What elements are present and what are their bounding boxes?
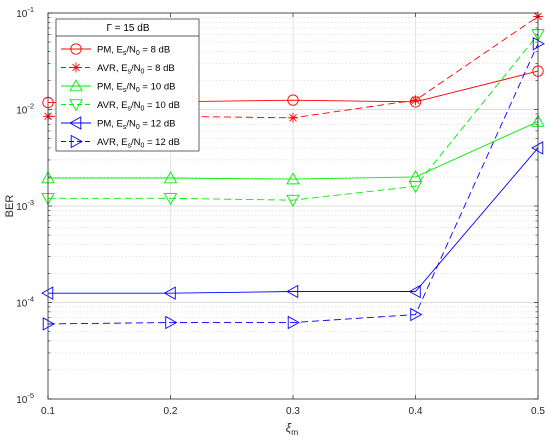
y-axis-label: BER	[4, 195, 16, 218]
legend: Γ = 15 dB PM, Es/N0 = 8 dB AVR, Es/N0 = 8…	[55, 18, 200, 152]
legend-item: PM, Es/N0 = 12 dB	[61, 116, 175, 132]
data-point	[532, 37, 545, 51]
series-line	[47, 43, 539, 325]
x-tick-label: 0.3	[286, 406, 300, 417]
legend-item: PM, Es/N0 = 10 dB	[61, 79, 175, 95]
data-point	[42, 317, 55, 331]
data-point	[163, 193, 178, 206]
legend-item: AVR, Es/N0 = 12 dB	[61, 134, 180, 150]
y-tick-label: 10-1	[16, 5, 34, 20]
data-point	[410, 307, 423, 322]
legend-item: AVR, Es/N0 = 8 dB	[61, 62, 175, 76]
legend-label: PM, Es/N0 = 12 dB	[97, 119, 175, 132]
series-line	[48, 34, 539, 201]
legend-marker	[70, 134, 83, 149]
y-tick-label: 10-5	[16, 391, 34, 406]
legend-label: AVR, Es/N0 = 12 dB	[97, 137, 180, 150]
series-line	[48, 121, 539, 180]
x-tick-label: 0.4	[409, 406, 423, 417]
y-tick-label: 10-2	[16, 102, 34, 117]
series-4	[41, 29, 545, 208]
data-point	[286, 194, 300, 208]
data-point	[41, 286, 54, 300]
data-point	[163, 286, 176, 300]
x-axis-label-sub: m	[291, 427, 298, 437]
data-point	[287, 94, 299, 106]
legend-marker	[71, 62, 81, 73]
legend-label: AVR, Es/N0 = 10 dB	[97, 100, 180, 113]
legend-marker	[70, 43, 82, 55]
legend-label: AVR, Es/N0 = 8 dB	[97, 63, 175, 76]
data-point	[163, 171, 178, 184]
legend-marker	[69, 99, 83, 112]
legend-label: PM, Es/N0 = 10 dB	[97, 82, 175, 95]
y-tick-label: 10-3	[16, 198, 34, 213]
legend-marker	[69, 116, 82, 130]
data-point	[165, 315, 178, 330]
data-point	[408, 284, 421, 299]
x-axis-label: ξm	[286, 421, 298, 437]
data-point	[410, 95, 421, 106]
data-point	[287, 315, 300, 330]
series-5	[41, 141, 544, 300]
legend-item: PM, Es/N0 = 8 dB	[61, 43, 170, 58]
data-point	[286, 172, 300, 185]
series-3	[41, 114, 545, 185]
data-point	[408, 181, 423, 194]
data-point	[288, 112, 298, 123]
ticks: 0.1 0.2 0.3 0.4 0.5 10-1 10-2 10-3 10-4 10-5	[16, 5, 545, 417]
series-6	[42, 37, 545, 331]
x-tick-label: 0.5	[531, 406, 545, 417]
legend-title: Γ = 15 dB	[106, 23, 149, 34]
series-line	[48, 147, 539, 294]
x-tick-label: 0.1	[41, 406, 55, 417]
data-point	[286, 284, 299, 299]
data-point	[531, 141, 544, 155]
legend-box	[55, 18, 200, 152]
x-tick-label: 0.2	[164, 406, 178, 417]
legend-item: AVR, Es/N0 = 10 dB	[61, 99, 180, 113]
y-tick-label: 10-4	[16, 295, 34, 310]
legend-marker	[69, 79, 83, 92]
legend-label: PM, Es/N0 = 8 dB	[97, 45, 170, 58]
x-axis-label-main: ξ	[286, 421, 292, 435]
